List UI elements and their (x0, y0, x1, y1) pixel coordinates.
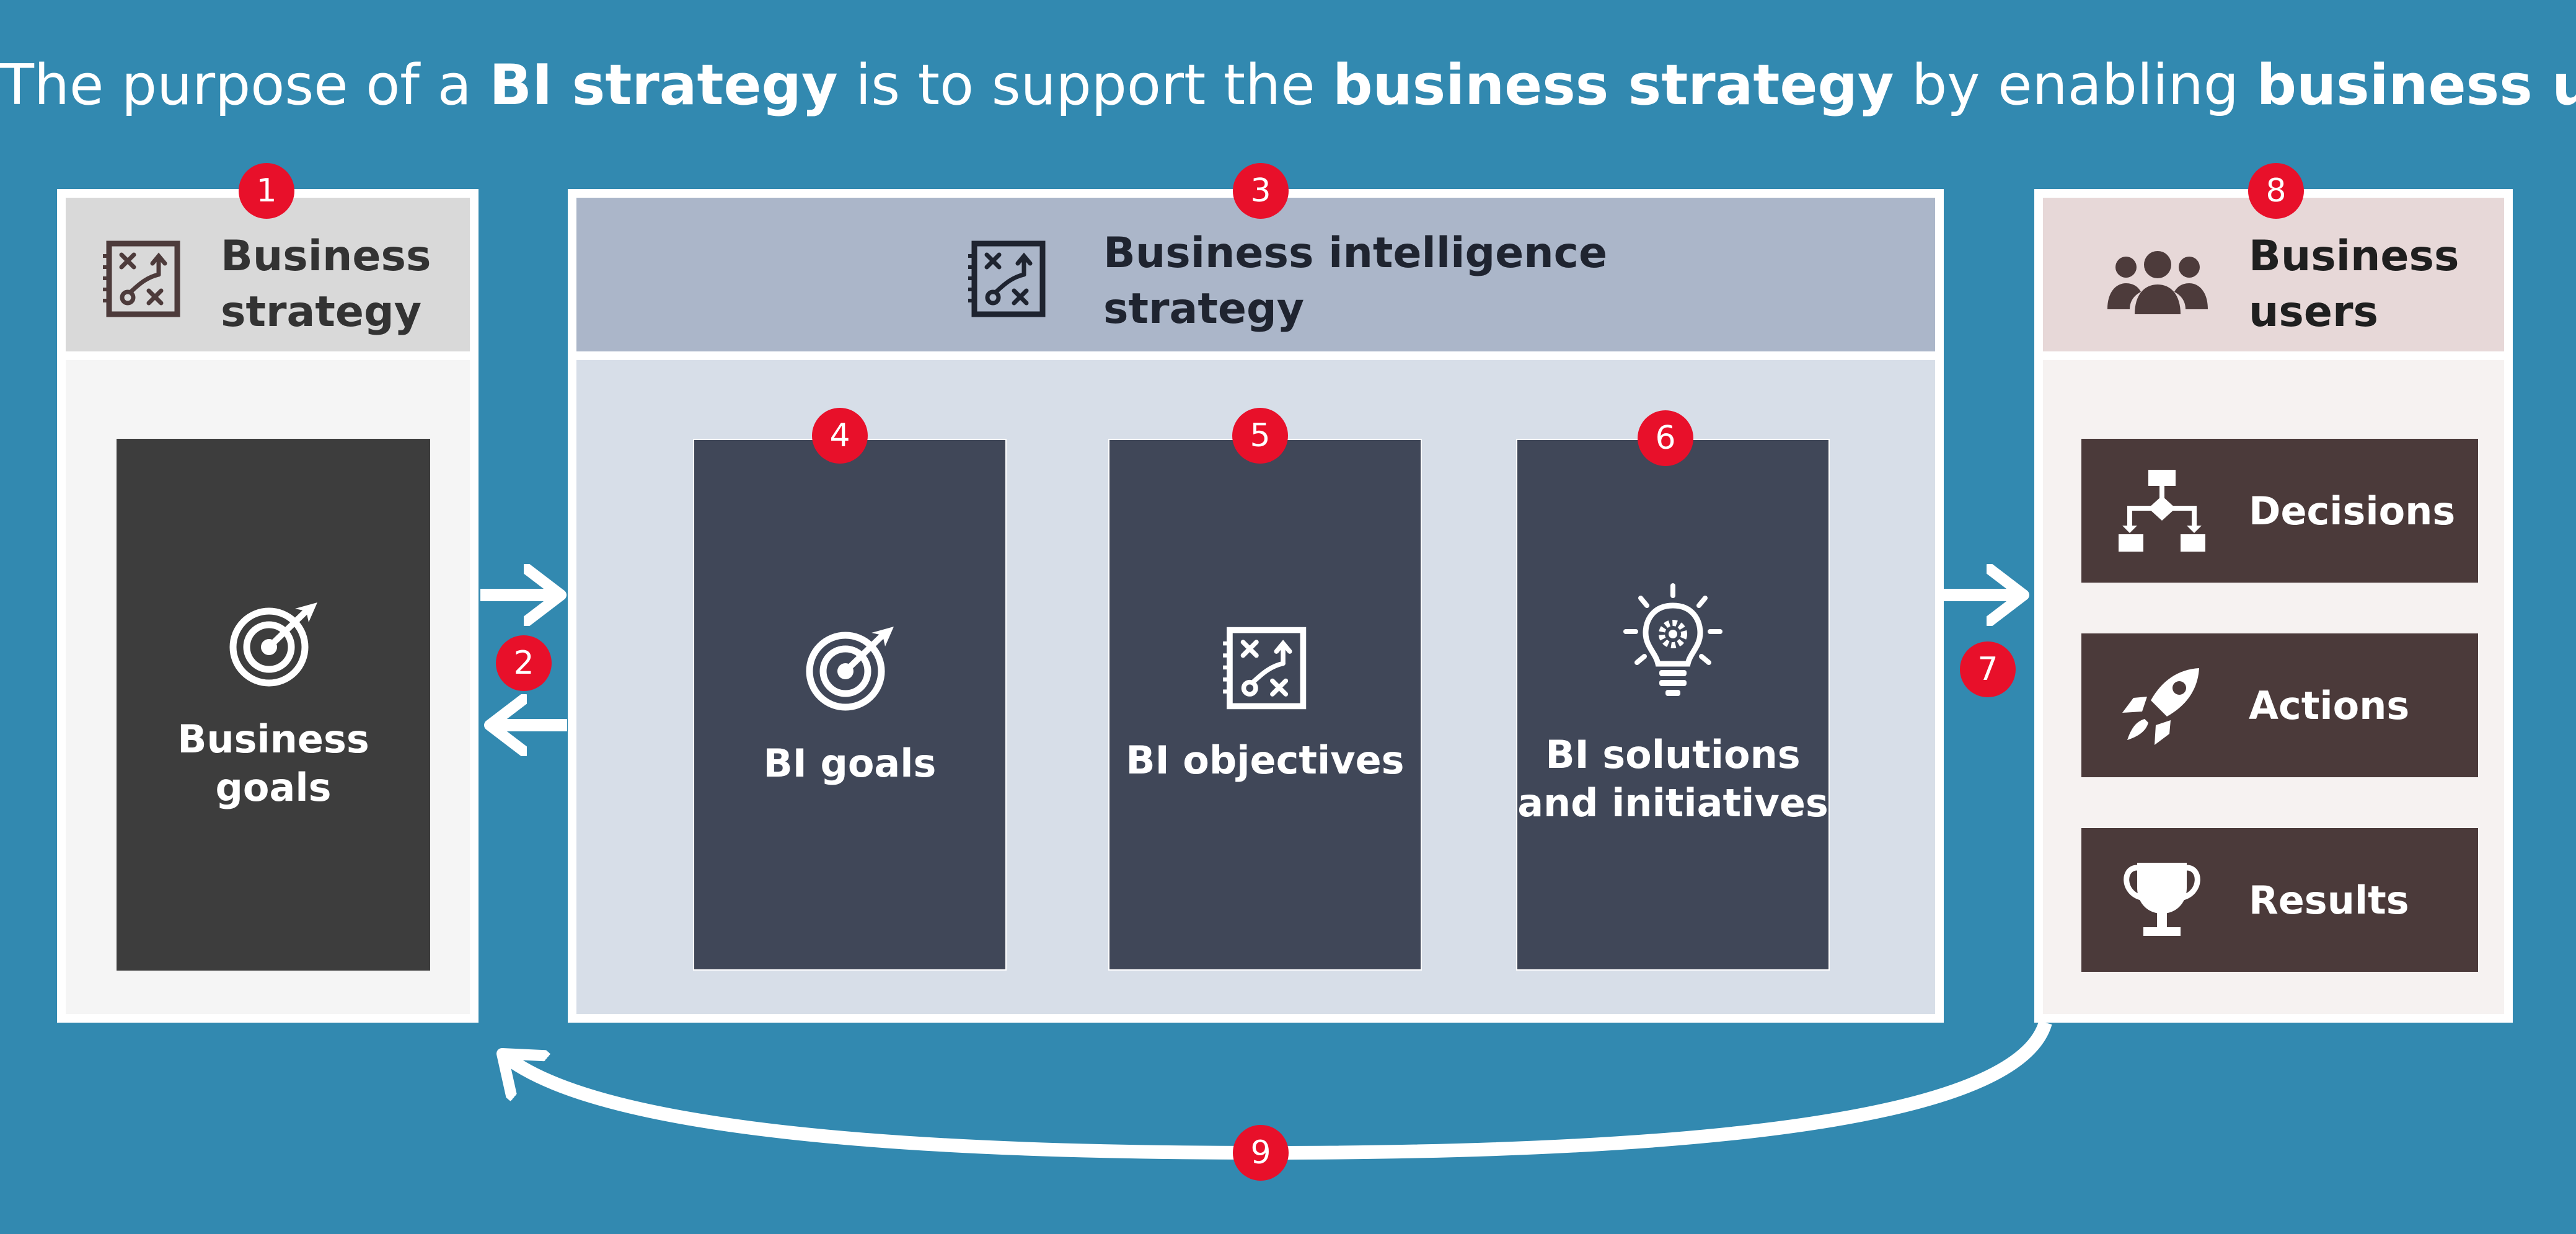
business-users-title: Business users (2249, 229, 2459, 340)
bi-strategy-title-line1: Business intelligence (1103, 229, 1608, 278)
step-badge: 1 (239, 163, 294, 219)
bi-goals-label: BI goals (763, 741, 937, 786)
bi-goals-box: BI goals (693, 439, 1007, 971)
business-goals-label-line1: Business (177, 716, 369, 762)
step-badge: 6 (1638, 410, 1693, 466)
bi-solutions-label-line1: BI solutions (1545, 732, 1801, 777)
bi-solutions-label-line2: and initiatives (1517, 780, 1828, 826)
step-badge: 5 (1232, 408, 1288, 464)
bi-solutions-box: BI solutions and initiatives (1516, 439, 1830, 971)
decision-flow-icon (2119, 470, 2205, 552)
step-badge: 2 (496, 635, 552, 691)
step-badge: 9 (1233, 1125, 1289, 1181)
actions-box: Actions (2081, 633, 2478, 777)
users-icon (2107, 251, 2208, 314)
results-box: Results (2081, 828, 2478, 972)
bi-strategy-header: Business intelligence strategy (576, 198, 1935, 360)
title-bold-bi-strategy: BI strategy (489, 53, 838, 118)
target-icon (229, 602, 317, 687)
business-strategy-panel: Business strategy Business goals (57, 189, 479, 1023)
step-badge: 7 (1960, 641, 2016, 697)
business-goals-box: Business goals (117, 439, 430, 971)
business-strategy-title: Business strategy (221, 229, 431, 340)
title-bold-business-users: business users (2256, 53, 2576, 118)
title-text: by enabling (1894, 53, 2257, 118)
business-users-header: Business users (2043, 198, 2504, 360)
step-badge: 4 (812, 408, 868, 464)
bi-objectives-box: BI objectives (1108, 439, 1422, 971)
decisions-label: Decisions (2249, 488, 2456, 534)
title-bold-business-strategy: business strategy (1333, 53, 1894, 118)
business-users-title-line2: users (2249, 288, 2379, 337)
actions-label: Actions (2249, 682, 2410, 728)
business-users-panel: Business users Decisions (2034, 189, 2513, 1023)
trophy-icon (2124, 863, 2200, 936)
strategy-icon (1223, 627, 1307, 710)
business-strategy-header: Business strategy (66, 198, 470, 360)
target-icon (806, 627, 894, 711)
title-text: is to support the (837, 53, 1333, 118)
bi-strategy-panel: Business intelligence strategy BI goals … (568, 189, 1944, 1023)
business-strategy-title-line2: strategy (221, 288, 422, 337)
step-badge: 8 (2248, 163, 2304, 219)
bi-strategy-title-line2: strategy (1103, 284, 1305, 333)
results-label: Results (2249, 877, 2409, 923)
strategy-icon (103, 240, 180, 317)
strategy-icon (968, 240, 1046, 317)
page-title: The purpose of a BI strategy is to suppo… (0, 43, 2576, 127)
business-goals-label-line2: goals (215, 765, 332, 810)
title-text: The purpose of a (0, 53, 490, 118)
step-badge: 3 (1233, 163, 1289, 219)
bi-objectives-label: BI objectives (1126, 738, 1405, 783)
rocket-icon (2122, 668, 2199, 745)
lightbulb-gear-icon (1623, 583, 1722, 696)
business-strategy-title-line1: Business (221, 232, 431, 281)
decisions-box: Decisions (2081, 439, 2478, 583)
bi-strategy-title: Business intelligence strategy (1103, 226, 1607, 337)
business-users-title-line1: Business (2249, 232, 2459, 281)
